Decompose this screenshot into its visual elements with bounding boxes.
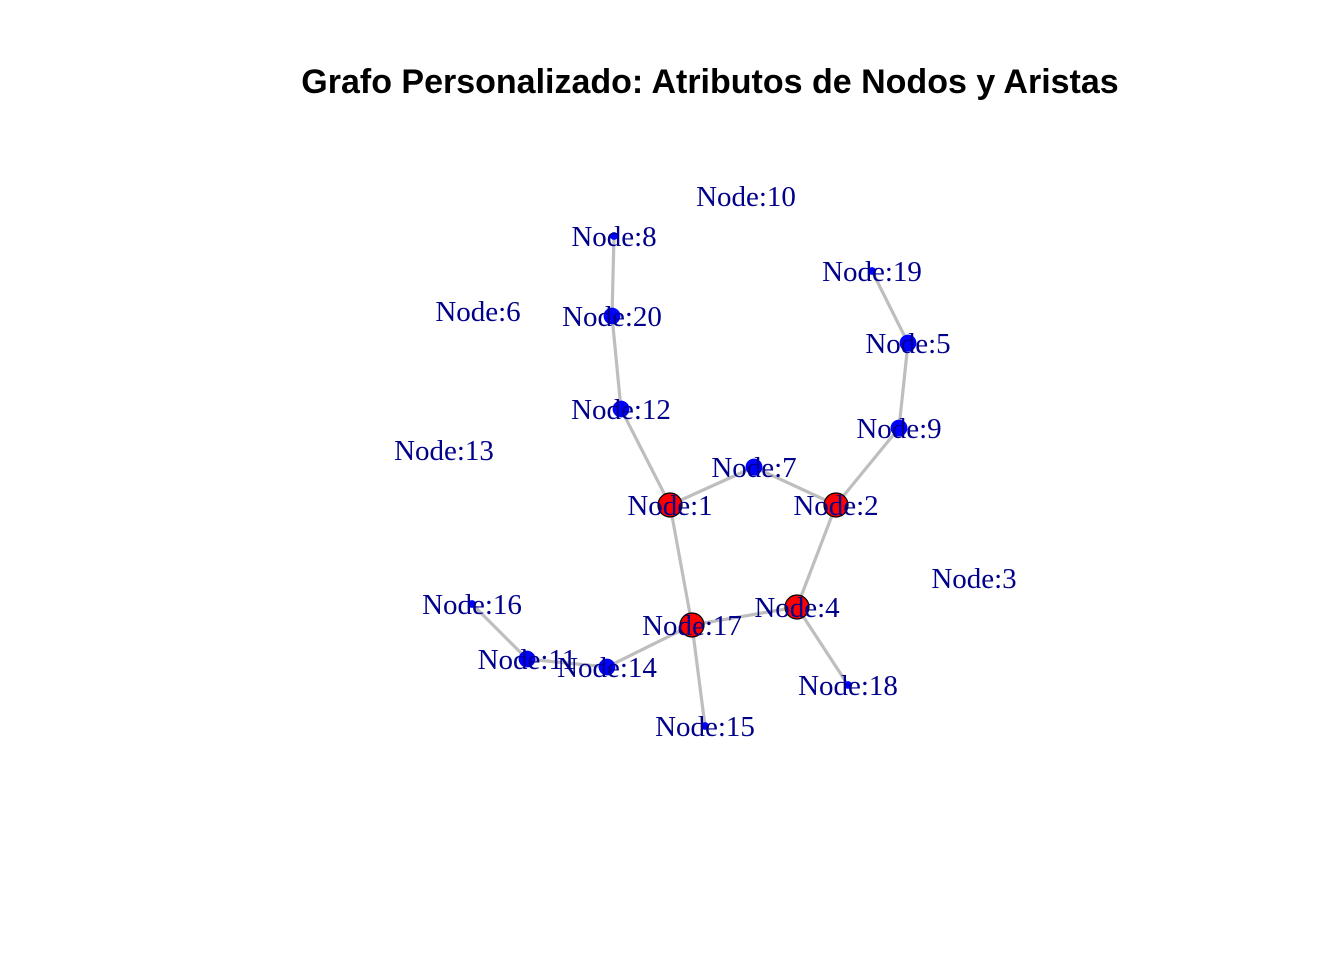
edges-layer [470,234,910,728]
node-4-marker [784,594,810,620]
edge-7-2 [752,465,838,507]
edge-20-12 [610,314,623,411]
node-16-label: Node:16 [422,589,522,621]
node-14-label: Node:14 [557,652,657,684]
node-15-label: Node:15 [655,711,755,743]
node-20-label: Node:20 [562,301,662,333]
node-14-marker [598,658,616,676]
node-1-marker [657,492,683,518]
nodes-layer [468,232,917,730]
node-11-marker [518,650,536,668]
edge-12-1 [619,407,672,507]
node-2-label: Node:2 [793,490,878,522]
edge-1-17 [668,503,694,627]
node-1-label: Node:1 [627,490,712,522]
node-11-label: Node:11 [478,644,577,676]
node-7-marker [745,458,763,476]
node-16-marker [468,600,476,608]
edge-8-20 [610,234,616,318]
node-9-label: Node:9 [856,413,941,445]
edge-4-18 [795,605,850,687]
node-8-marker [610,232,618,240]
edge-5-19 [870,269,910,345]
edge-17-4 [690,605,799,627]
graph-title: Grafo Personalizado: Atributos de Nodos … [301,63,1118,101]
edge-14-11 [525,657,609,669]
node-18-marker [844,681,852,689]
node-5-label: Node:5 [865,328,950,360]
edge-17-15 [690,623,707,728]
node-17-label: Node:17 [642,610,742,642]
node-13-label: Node:13 [394,435,494,467]
node-2-marker [823,492,849,518]
node-9-marker [890,419,908,437]
node-3-label: Node:3 [931,563,1016,595]
node-7-label: Node:7 [711,452,796,484]
node-19-marker [868,267,876,275]
node-17-marker [679,612,705,638]
node-18-label: Node:18 [798,670,898,702]
node-19-label: Node:19 [822,256,922,288]
edge-9-5 [897,341,910,430]
node-5-marker [899,334,917,352]
edge-2-9 [834,426,901,507]
edge-1-7 [668,465,756,507]
node-20-marker [603,307,621,325]
node-15-marker [701,722,709,730]
labels-layer: Node:1 Node:2 Node:3 Node:4 Node:5 Node:6 Node… [394,181,1017,743]
node-4-label: Node:4 [754,592,840,624]
node-8-label: Node:8 [571,221,656,253]
edge-2-4 [795,503,838,609]
node-12-label: Node:12 [571,394,671,426]
node-12-marker [612,400,630,418]
node-10-label: Node:10 [696,181,796,213]
node-6-label: Node:6 [435,296,520,328]
edge-17-14 [605,623,694,669]
edge-11-16 [470,602,529,661]
